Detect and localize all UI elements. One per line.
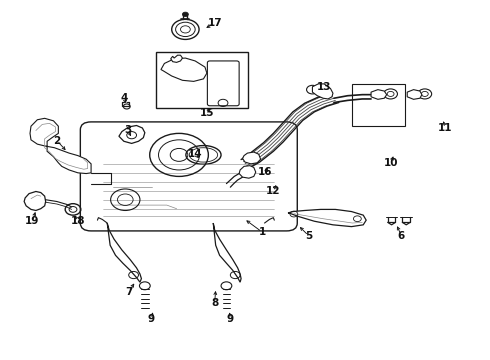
Polygon shape [239, 166, 256, 178]
Text: 9: 9 [147, 314, 155, 324]
Text: 14: 14 [188, 149, 202, 159]
Text: 10: 10 [383, 158, 398, 168]
Text: 6: 6 [398, 231, 405, 240]
Polygon shape [161, 58, 207, 81]
Text: 4: 4 [120, 93, 127, 103]
Text: 7: 7 [125, 287, 132, 297]
Text: 9: 9 [227, 314, 234, 324]
Text: 17: 17 [207, 18, 222, 28]
Text: 15: 15 [199, 108, 214, 118]
Polygon shape [213, 223, 241, 282]
Text: 1: 1 [259, 227, 266, 237]
Text: 13: 13 [317, 82, 331, 93]
Text: 12: 12 [266, 186, 281, 197]
Polygon shape [407, 90, 422, 99]
Text: 19: 19 [25, 216, 40, 226]
Text: 8: 8 [211, 298, 219, 308]
Text: 3: 3 [124, 125, 131, 135]
FancyBboxPatch shape [80, 122, 297, 231]
Polygon shape [107, 223, 142, 282]
Text: 11: 11 [438, 123, 453, 133]
Bar [352, 84, 405, 126]
Polygon shape [24, 192, 46, 211]
Polygon shape [288, 210, 366, 226]
FancyBboxPatch shape [207, 61, 239, 106]
Polygon shape [119, 126, 145, 143]
Text: 5: 5 [305, 231, 312, 240]
Text: 2: 2 [53, 136, 60, 145]
Polygon shape [243, 152, 261, 164]
Polygon shape [30, 118, 91, 174]
Text: 16: 16 [258, 167, 273, 177]
Text: 18: 18 [71, 216, 85, 226]
Polygon shape [313, 84, 333, 99]
Circle shape [182, 12, 188, 17]
Polygon shape [371, 90, 387, 99]
Bar [156, 51, 248, 108]
Polygon shape [171, 55, 182, 62]
